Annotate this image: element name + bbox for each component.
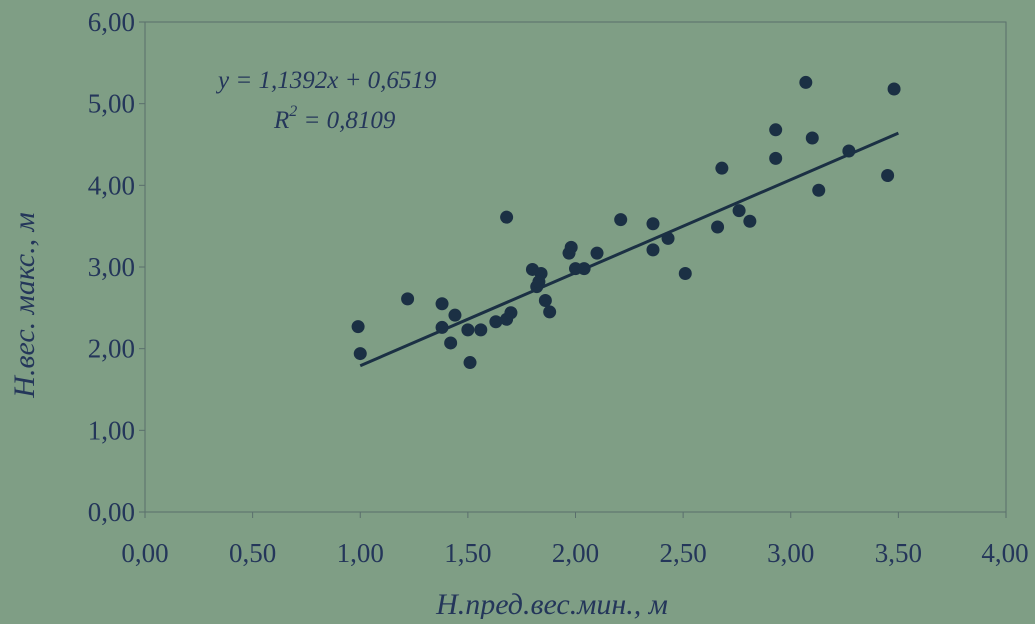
data-point	[353, 347, 367, 361]
data-point	[614, 213, 628, 227]
data-point	[401, 292, 415, 306]
data-point	[543, 305, 557, 319]
x-tick-label: 0,00	[121, 538, 168, 568]
x-tick-label: 2,50	[660, 538, 707, 568]
data-point	[799, 75, 813, 89]
data-point	[646, 217, 660, 231]
data-point	[538, 293, 552, 307]
data-point	[463, 356, 477, 370]
y-tick-label: 6,00	[88, 7, 135, 37]
data-point	[805, 131, 819, 145]
data-point	[743, 214, 757, 228]
data-points	[351, 75, 901, 370]
x-tick-label: 1,50	[444, 538, 491, 568]
data-point	[448, 308, 462, 322]
x-tick-label: 3,50	[875, 538, 922, 568]
data-point	[500, 210, 514, 224]
y-tick-label: 2,00	[88, 334, 135, 364]
y-tick-label: 5,00	[88, 89, 135, 119]
y-axis-title: Н.вес. макс., м	[8, 212, 41, 398]
data-point	[812, 183, 826, 197]
x-tick-label: 4,00	[981, 538, 1028, 568]
data-point	[732, 204, 746, 218]
data-point	[646, 243, 660, 257]
r-squared-value: = 0,8109	[297, 107, 396, 134]
data-point	[590, 246, 604, 260]
y-tick-label: 4,00	[88, 170, 135, 200]
y-tick-label: 1,00	[88, 415, 135, 445]
data-point	[711, 220, 725, 234]
r-squared-symbol: R	[273, 107, 289, 134]
x-axis-ticks: 0,00 0,50 1,00 1,50 2,00 2,50 3,00 3,50 4,00	[121, 512, 1029, 568]
data-point	[769, 123, 783, 137]
r-squared-label: R2 = 0,8109	[273, 103, 396, 134]
data-point	[881, 169, 895, 183]
trendline	[359, 131, 899, 368]
data-point	[504, 306, 518, 320]
x-tick-label: 1,00	[337, 538, 384, 568]
y-tick-label: 3,00	[88, 252, 135, 282]
data-point	[461, 323, 475, 337]
data-point	[474, 323, 488, 337]
data-point	[564, 240, 578, 254]
data-point	[769, 151, 783, 165]
data-point	[351, 320, 365, 334]
y-axis-ticks: 0,00 1,00 2,00 3,00 4,00 5,00 6,00	[88, 7, 145, 527]
data-point	[489, 315, 503, 329]
data-point	[678, 267, 692, 281]
data-point	[532, 275, 546, 289]
x-tick-label: 3,00	[767, 538, 814, 568]
x-axis-title: Н.пред.вес.мин., м	[435, 588, 668, 619]
x-tick-label: 2,00	[552, 538, 599, 568]
r-squared-superscript: 2	[289, 103, 297, 120]
data-point	[715, 161, 729, 175]
data-point	[444, 336, 458, 350]
equation-label: y = 1,1392x + 0,6519	[215, 67, 437, 94]
data-point	[435, 297, 449, 311]
data-point	[887, 82, 901, 96]
y-tick-label: 0,00	[88, 497, 135, 527]
x-tick-label: 0,50	[229, 538, 276, 568]
